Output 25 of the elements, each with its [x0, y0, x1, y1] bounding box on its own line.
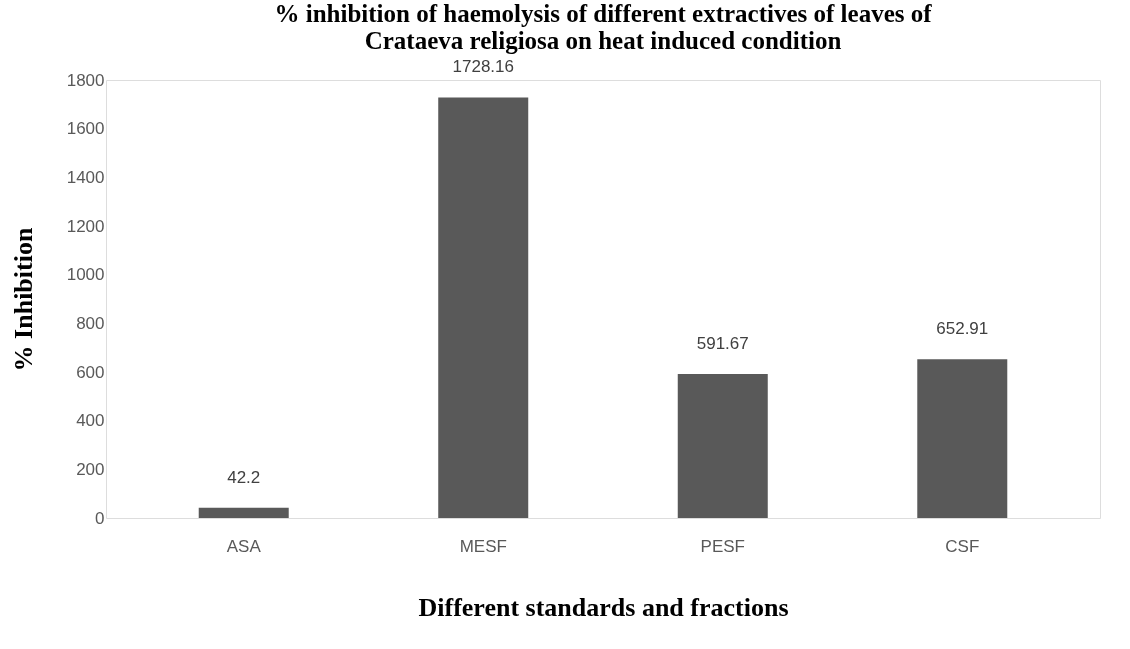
data-label: 652.91 — [936, 319, 989, 339]
data-label: 1728.16 — [452, 57, 514, 77]
y-tick-label: 800 — [76, 313, 105, 333]
chart-title: % inhibition of haemolysis of different extractives of leaves of Crataeva religiosa on heat induced condition — [274, 0, 933, 55]
y-tick-label: 1400 — [66, 167, 105, 187]
bar — [438, 97, 529, 518]
bar — [198, 507, 289, 518]
y-tick-label: 400 — [76, 411, 105, 431]
y-tick-label: 0 — [95, 508, 105, 528]
y-tick-label: 1000 — [66, 265, 105, 285]
x-tick-label: MESF — [459, 536, 507, 556]
y-axis-title: % Inhibition — [8, 227, 38, 372]
x-tick-label: PESF — [700, 536, 745, 556]
data-label: 42.2 — [227, 467, 261, 487]
y-tick-label: 200 — [76, 459, 105, 479]
x-tick-label: ASA — [226, 536, 262, 556]
y-tick-label: 1600 — [66, 119, 105, 139]
y-tick-label: 1200 — [66, 216, 105, 236]
x-axis-title: Different standards and fractions — [418, 592, 789, 622]
data-label: 591.67 — [696, 334, 749, 354]
x-tick-label: CSF — [945, 536, 980, 556]
y-tick-label: 600 — [76, 362, 105, 382]
bar — [677, 374, 768, 518]
bar — [917, 359, 1008, 518]
y-tick-label: 1800 — [66, 70, 105, 90]
